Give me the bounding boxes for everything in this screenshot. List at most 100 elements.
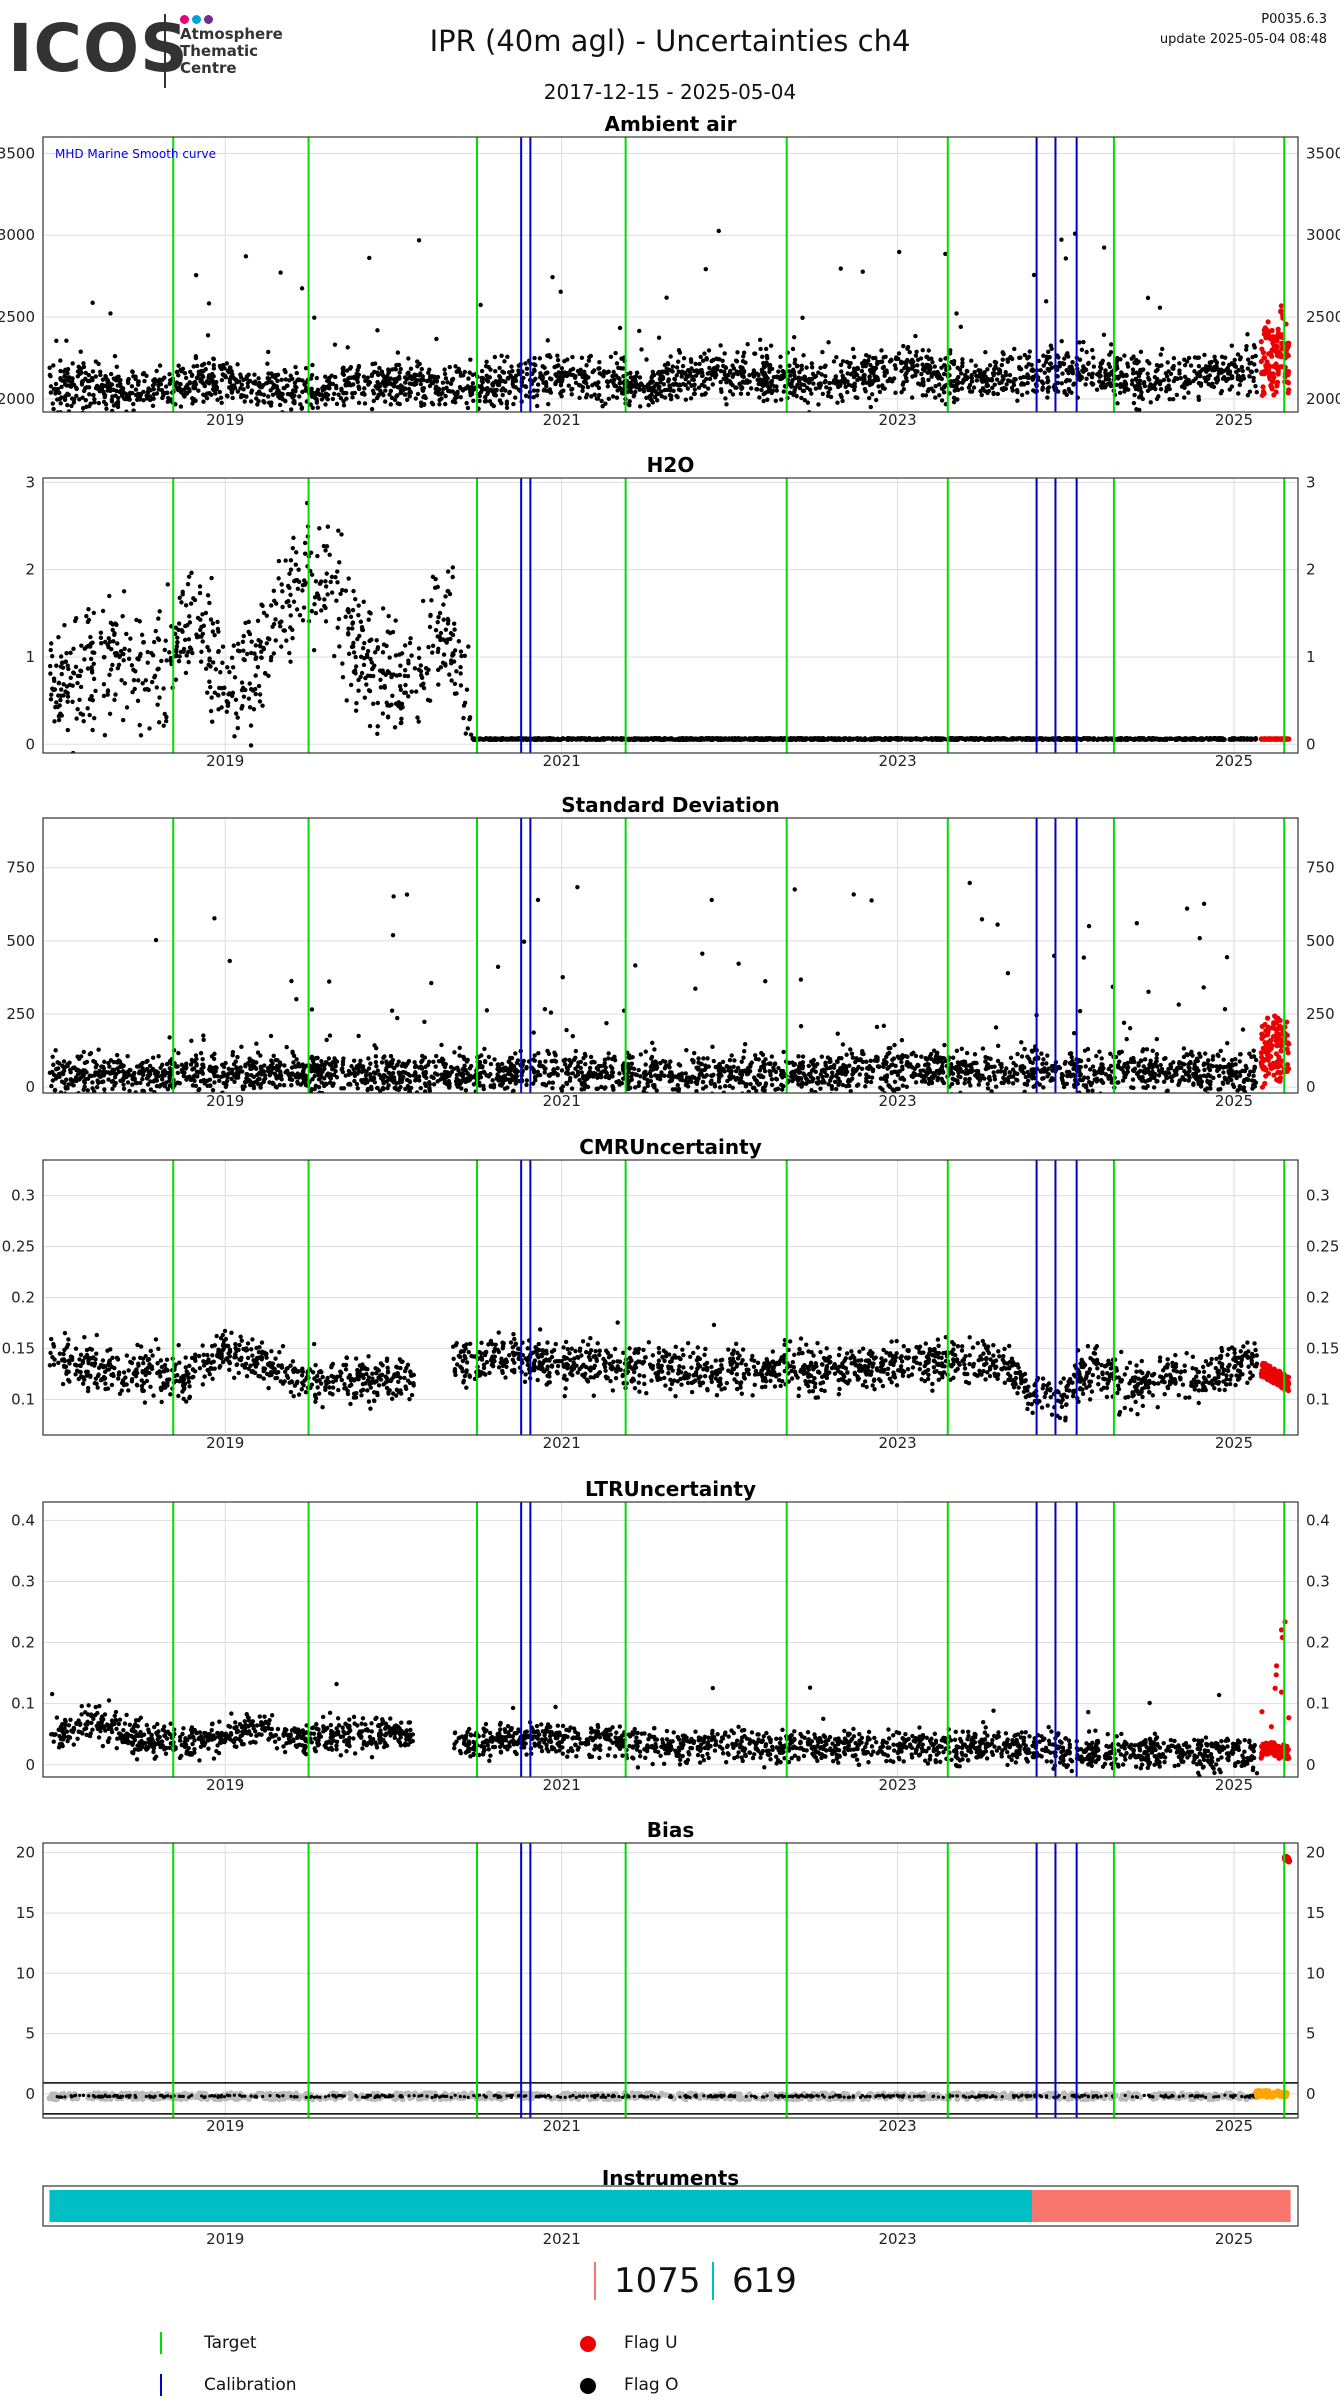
data-point [248, 399, 254, 404]
data-point [633, 382, 638, 387]
data-point [631, 394, 636, 399]
y-tick-label: 1 [25, 648, 35, 666]
data-point [321, 394, 327, 399]
data-point [64, 650, 69, 656]
data-point [1120, 382, 1125, 388]
data-point [511, 401, 516, 407]
data-point [1108, 349, 1114, 355]
data-point-flag-u [1279, 364, 1285, 370]
data-point [187, 614, 192, 619]
data-point [235, 641, 241, 647]
data-point [918, 737, 923, 742]
data-point [124, 705, 130, 710]
data-point [735, 350, 740, 355]
data-point [627, 399, 632, 404]
data-point [288, 407, 294, 412]
data-point [885, 378, 890, 384]
data-point-flag-u [1271, 363, 1277, 369]
data-point [1196, 363, 1202, 369]
data-point [297, 612, 303, 618]
data-point [56, 634, 61, 640]
data-point [340, 674, 346, 680]
data-point [331, 391, 337, 396]
data-point [1229, 343, 1234, 348]
data-point [799, 395, 804, 401]
data-point [809, 737, 814, 742]
data-point [950, 735, 955, 741]
data-point [253, 673, 258, 678]
data-point [672, 376, 677, 382]
data-point [1068, 736, 1073, 741]
data-point [126, 376, 131, 382]
data-point [151, 639, 157, 645]
data-point [59, 384, 64, 390]
data-point [523, 361, 528, 366]
data-point [334, 598, 339, 603]
data-point [323, 402, 328, 407]
data-point [797, 385, 803, 391]
data-point [385, 629, 390, 634]
data-point [697, 737, 702, 742]
data-point [444, 385, 449, 391]
data-point [361, 374, 367, 379]
data-point [805, 400, 811, 405]
data-point [819, 372, 824, 377]
data-point-flag-u [1258, 358, 1264, 365]
data-point [443, 627, 449, 632]
data-point [434, 336, 439, 342]
data-point [198, 627, 203, 633]
data-point [471, 398, 476, 403]
data-point [301, 578, 307, 583]
data-point [291, 599, 297, 604]
data-point [406, 694, 411, 699]
data-point [89, 668, 95, 673]
data-point [698, 354, 703, 360]
data-point [465, 405, 471, 411]
data-point [252, 372, 257, 377]
data-point [419, 673, 424, 678]
data-point [703, 266, 708, 272]
data-point [1182, 395, 1187, 400]
data-point [438, 630, 444, 636]
data-point [332, 342, 338, 347]
data-point [267, 636, 272, 642]
data-point [397, 370, 402, 375]
data-point-flag-u [1270, 340, 1276, 346]
data-point [1062, 356, 1067, 361]
data-point [823, 373, 828, 379]
data-point [1218, 736, 1223, 741]
data-point [65, 371, 70, 376]
data-point [129, 384, 135, 389]
data-point [241, 657, 246, 662]
data-point [284, 417, 288, 421]
data-point [772, 384, 777, 389]
data-point [152, 381, 157, 387]
data-point [294, 578, 300, 583]
data-point [746, 737, 751, 742]
y-tick-label: 3000 [0, 226, 35, 244]
data-point [1128, 736, 1134, 742]
data-point [1086, 372, 1092, 377]
data-point [985, 383, 991, 388]
data-points [47, 228, 1292, 421]
data-point [831, 359, 837, 364]
data-point [167, 381, 172, 387]
data-point [299, 286, 305, 291]
data-point [257, 699, 263, 704]
data-point [840, 373, 845, 378]
data-point [433, 386, 438, 391]
data-point [999, 362, 1005, 368]
data-point [662, 362, 668, 368]
data-point [163, 638, 168, 643]
y-tick-label-right: 1 [1306, 648, 1316, 666]
data-point [758, 346, 763, 352]
data-point [1018, 375, 1023, 381]
data-point [131, 667, 136, 672]
data-point [131, 408, 136, 412]
data-point [742, 737, 747, 742]
data-point [173, 402, 178, 407]
data-point [213, 391, 218, 396]
data-point [827, 736, 832, 741]
data-point [701, 379, 707, 384]
data-point [893, 366, 898, 371]
